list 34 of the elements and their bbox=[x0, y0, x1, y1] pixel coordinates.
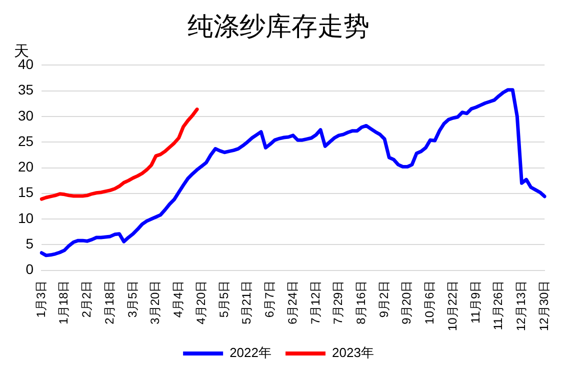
x-tick-label: 5月5日 bbox=[216, 280, 231, 318]
x-tick-label: 2月18日 bbox=[102, 280, 116, 324]
y-tick-label: 15 bbox=[18, 184, 34, 200]
x-tick-label: 1月18日 bbox=[56, 280, 71, 324]
x-tick-label: 10月22日 bbox=[445, 280, 460, 332]
x-tick-label: 5月21日 bbox=[240, 280, 254, 324]
x-tick-label: 1月3日 bbox=[34, 280, 48, 318]
y-tick-label: 30 bbox=[18, 107, 34, 124]
y-tick-label: 35 bbox=[18, 82, 34, 98]
x-tick-label: 7月12日 bbox=[308, 280, 322, 324]
chart-title: 纯涤纱库存走势 bbox=[188, 10, 370, 41]
x-tick-label: 4月4日 bbox=[171, 280, 186, 318]
x-tick-label: 9月2日 bbox=[376, 280, 391, 318]
x-tick-label: 4月20日 bbox=[194, 280, 208, 324]
x-tick-label: 11月9日 bbox=[468, 280, 482, 324]
x-tick-label: 3月5日 bbox=[125, 280, 140, 318]
legend-label: 2022年 bbox=[230, 345, 272, 360]
x-tick-label: 12月13日 bbox=[514, 280, 528, 332]
x-tick-label: 10月6日 bbox=[422, 280, 437, 324]
y-tick-label: 10 bbox=[18, 210, 34, 226]
y-tick-label: 5 bbox=[26, 236, 34, 252]
x-tick-label: 9月20日 bbox=[400, 280, 414, 324]
x-tick-label: 2月2日 bbox=[80, 280, 94, 318]
x-tick-label: 6月24日 bbox=[285, 280, 300, 324]
legend-label: 2023年 bbox=[332, 345, 374, 360]
x-tick-label: 3月20日 bbox=[148, 280, 162, 324]
x-tick-label: 11月26日 bbox=[491, 280, 506, 330]
x-tick-label: 7月29日 bbox=[331, 280, 346, 324]
y-tick-label: 20 bbox=[18, 158, 34, 175]
x-tick-label: 12月30日 bbox=[536, 280, 551, 332]
x-tick-label: 6月7日 bbox=[262, 280, 277, 318]
x-tick-label: 8月16日 bbox=[354, 280, 368, 324]
y-tick-label: 0 bbox=[26, 261, 34, 278]
y-tick-label: 25 bbox=[18, 132, 34, 149]
